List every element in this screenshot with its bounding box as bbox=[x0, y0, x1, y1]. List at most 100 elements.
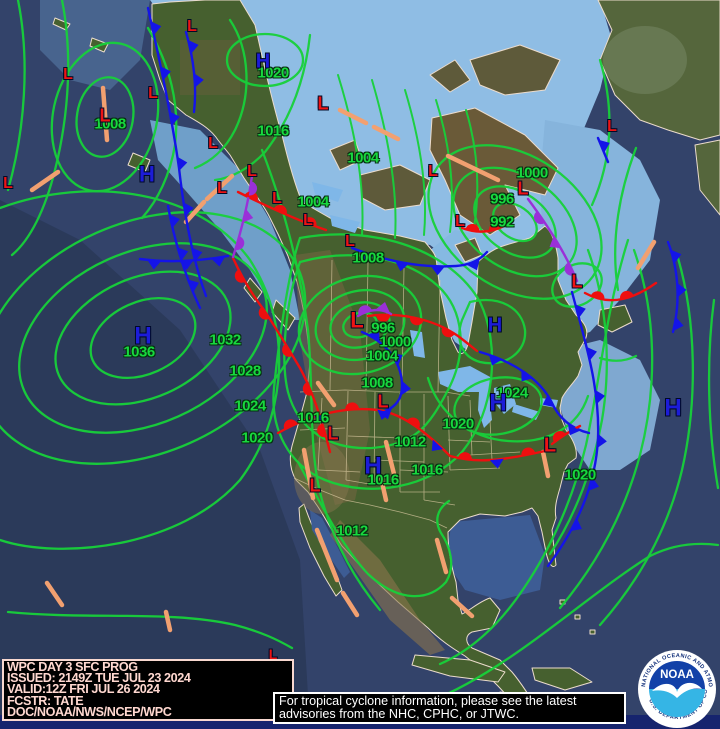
cold-front-pip bbox=[395, 261, 409, 272]
cold-front-atlantic bbox=[546, 290, 600, 568]
land-layer bbox=[52, 0, 720, 729]
cold-front-nunavut bbox=[350, 246, 489, 268]
warm-front-pip bbox=[564, 262, 575, 276]
tropical-box-line: advisories from the NHC, CPHC, or JTWC. bbox=[279, 706, 520, 721]
isobars-layer bbox=[0, 0, 720, 707]
trough-line bbox=[449, 595, 475, 619]
warm-front-pip bbox=[457, 452, 472, 461]
banks-island bbox=[329, 139, 363, 171]
cold-front-pip bbox=[169, 111, 180, 126]
cold-front-pip bbox=[670, 249, 682, 264]
cold-front-pip bbox=[489, 458, 504, 469]
warm-front-pip bbox=[234, 269, 246, 283]
cold-front-pip bbox=[575, 304, 586, 318]
warm-front-pip bbox=[620, 290, 634, 300]
cold-front-ak-south bbox=[138, 254, 230, 263]
trough-line bbox=[204, 173, 235, 202]
warm-front-pip bbox=[441, 326, 455, 338]
info-box-line: VALID:12Z FRI JUL 26 2024 bbox=[7, 682, 160, 697]
trough-line bbox=[540, 449, 551, 479]
trough-line bbox=[378, 475, 389, 503]
warm-front-pip bbox=[273, 204, 287, 215]
cold-front-pip bbox=[177, 156, 188, 171]
cold-front-pip bbox=[391, 353, 403, 366]
trough-line bbox=[340, 590, 360, 618]
cold-front-pip bbox=[549, 236, 561, 249]
cold-front-pip bbox=[588, 477, 599, 491]
info-box-line: DOC/NOAA/NWS/NCEP/WPC bbox=[7, 704, 172, 719]
info-box-line: ISSUED: 2149Z TUE JUL 23 2024 bbox=[7, 671, 191, 686]
warm-front-pip bbox=[358, 305, 372, 315]
trough-line bbox=[29, 169, 61, 193]
tropical-box-line: For tropical cyclone information, please… bbox=[279, 694, 577, 708]
cold-front-pip bbox=[188, 39, 199, 54]
trough-line bbox=[635, 239, 657, 271]
trough-line bbox=[371, 124, 401, 142]
warm-front-pip bbox=[465, 223, 480, 232]
info-box-line: FCSTR: TATE bbox=[7, 693, 84, 708]
cold-front-pip bbox=[188, 279, 199, 293]
warm-front-pip bbox=[317, 423, 327, 438]
cold-front-pip bbox=[401, 381, 411, 396]
warm-front-pip bbox=[248, 181, 257, 196]
noaa-gull-icon bbox=[652, 682, 702, 698]
cold-front-pip bbox=[194, 73, 204, 88]
trough-line bbox=[183, 199, 207, 225]
warm-front-pip bbox=[345, 402, 360, 410]
hispaniola bbox=[531, 667, 593, 691]
noaa-logo: NATIONAL OCEANIC AND ATMOSPHERIC ADMINIS… bbox=[636, 648, 716, 728]
trough-line bbox=[383, 439, 397, 477]
warm-front-pip bbox=[244, 191, 258, 202]
lakes-layer bbox=[312, 182, 558, 428]
greenland bbox=[597, 0, 720, 141]
cold-front-pip bbox=[466, 259, 480, 271]
cold-front-pip bbox=[598, 139, 610, 153]
cold-front-pip bbox=[368, 330, 380, 343]
warm-front-pip bbox=[376, 314, 391, 322]
cold-front-pip bbox=[160, 66, 171, 81]
warm-front-pip bbox=[283, 419, 298, 430]
warm-front-pip bbox=[489, 222, 503, 232]
trough-line bbox=[301, 447, 316, 501]
occluded-front-bc bbox=[231, 174, 254, 259]
cold-front-pip bbox=[542, 394, 554, 408]
occluded-front-plains bbox=[356, 308, 393, 318]
trough-line bbox=[315, 380, 337, 408]
warm-front-pip bbox=[410, 316, 424, 326]
mainland bbox=[151, 0, 588, 729]
cold-front-pip bbox=[677, 283, 687, 298]
cold-front-pip bbox=[150, 21, 162, 36]
cold-front-pip bbox=[430, 266, 445, 276]
warm-front-pip bbox=[235, 236, 245, 250]
forecast-info-box: WPC DAY 3 SFC PROG ISSUED: 2149Z TUE JUL … bbox=[2, 659, 294, 722]
fronts-layer bbox=[138, 6, 687, 568]
info-box-line: WPC DAY 3 SFC PROG bbox=[7, 660, 138, 674]
warm-front-pip bbox=[302, 217, 317, 227]
warm-front-pip bbox=[282, 343, 293, 357]
warm-front-pip bbox=[521, 447, 536, 456]
cold-front-pip bbox=[673, 317, 684, 331]
trough-line bbox=[337, 107, 369, 126]
baffin-island bbox=[429, 107, 559, 236]
tropical-advisory-box: For tropical cyclone information, please… bbox=[273, 692, 626, 724]
cold-front-arctic-short bbox=[184, 30, 197, 114]
warm-front-pip bbox=[590, 291, 605, 301]
warm-front-virginia bbox=[550, 424, 582, 446]
cold-front-quebec bbox=[478, 350, 591, 435]
cold-front-pip bbox=[147, 259, 162, 270]
cold-front-pip bbox=[570, 518, 582, 532]
cold-front-pip bbox=[488, 354, 502, 366]
trough-line bbox=[314, 527, 340, 583]
cold-front-pip bbox=[183, 202, 194, 217]
warm-front-pip bbox=[407, 417, 420, 429]
warm-front-pip bbox=[552, 431, 566, 443]
lake-erie bbox=[512, 404, 540, 420]
cold-front-pip bbox=[431, 439, 444, 452]
cold-front-ne-atlantic bbox=[666, 240, 679, 334]
troughs-layer bbox=[29, 85, 657, 633]
noaa-logo-sky bbox=[649, 661, 705, 689]
cold-front-pip bbox=[597, 433, 607, 448]
cold-front-pip bbox=[177, 247, 189, 261]
